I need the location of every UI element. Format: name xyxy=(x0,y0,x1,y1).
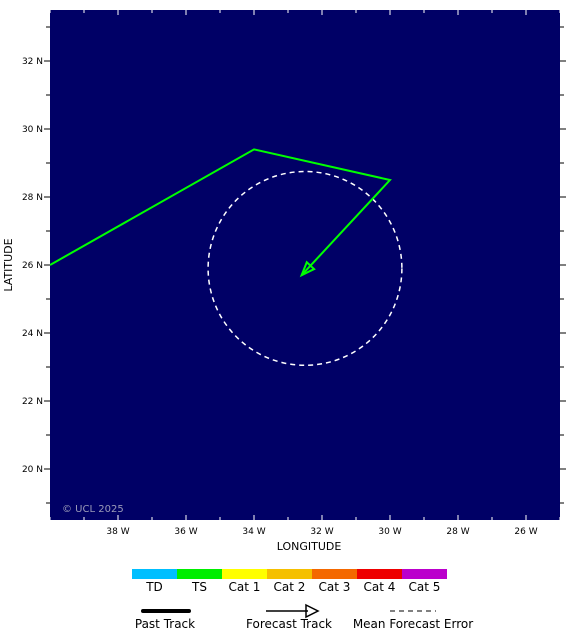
legend-label-ts: TS xyxy=(191,580,207,594)
x-tick-label: 32 W xyxy=(310,527,333,537)
y-tick-label: 24 N xyxy=(22,329,43,339)
y-tick-label: 22 N xyxy=(22,397,43,407)
forecast-track-label: Forecast Track xyxy=(246,617,332,631)
x-axis-ticks: 38 W 36 W 34 W 32 W 30 W 28 W 26 W xyxy=(49,10,561,537)
y-axis-ticks: 32 N 30 N 28 N 26 N 24 N 22 N 20 N xyxy=(22,26,566,504)
y-axis-title: LATITUDE xyxy=(2,238,15,291)
forecast-arrow-swatch xyxy=(305,603,320,619)
legend-swatch-ts xyxy=(177,569,222,579)
x-tick-label: 36 W xyxy=(174,527,197,537)
past-track-legend: Past Track xyxy=(135,609,195,631)
forecast-track-legend: Forecast Track xyxy=(246,603,332,631)
intensity-legend: TD TS Cat 1 Cat 2 Cat 3 Cat 4 Cat 5 xyxy=(132,569,447,594)
y-tick-label: 26 N xyxy=(22,261,43,271)
x-tick-label: 26 W xyxy=(514,527,537,537)
legend-label-cat-5: Cat 5 xyxy=(409,580,441,594)
legend-swatch-cat-5 xyxy=(402,569,447,579)
x-tick-label: 38 W xyxy=(106,527,129,537)
legend-label-cat-4: Cat 4 xyxy=(364,580,396,594)
x-tick-label: 28 W xyxy=(446,527,469,537)
mean-forecast-error-circle xyxy=(207,170,403,367)
y-tick-label: 32 N xyxy=(22,57,43,67)
forecast-track-arrowhead xyxy=(299,260,316,278)
legend-swatch-cat-2 xyxy=(267,569,312,579)
mean-error-label: Mean Forecast Error xyxy=(353,617,473,631)
legend-label-cat-3: Cat 3 xyxy=(319,580,351,594)
past-track-label: Past Track xyxy=(135,617,195,631)
forecast-track-line xyxy=(50,148,392,276)
x-tick-label: 30 W xyxy=(378,527,401,537)
legend-swatch-cat-3 xyxy=(312,569,357,579)
copyright-text: © UCL 2025 xyxy=(62,504,124,515)
y-tick-label: 28 N xyxy=(22,193,43,203)
y-tick-label: 20 N xyxy=(22,465,43,475)
legend-label-td: TD xyxy=(145,580,163,594)
x-axis-title: LONGITUDE xyxy=(277,540,342,553)
y-tick-label: 30 N xyxy=(22,125,43,135)
x-tick-label: 34 W xyxy=(242,527,265,537)
legend-swatch-cat-1 xyxy=(222,569,267,579)
mean-error-legend: Mean Forecast Error xyxy=(353,610,473,631)
legend-label-cat-1: Cat 1 xyxy=(229,580,261,594)
legend-swatch-cat-4 xyxy=(357,569,402,579)
legend-swatch-td xyxy=(132,569,177,579)
legend-label-cat-2: Cat 2 xyxy=(274,580,306,594)
